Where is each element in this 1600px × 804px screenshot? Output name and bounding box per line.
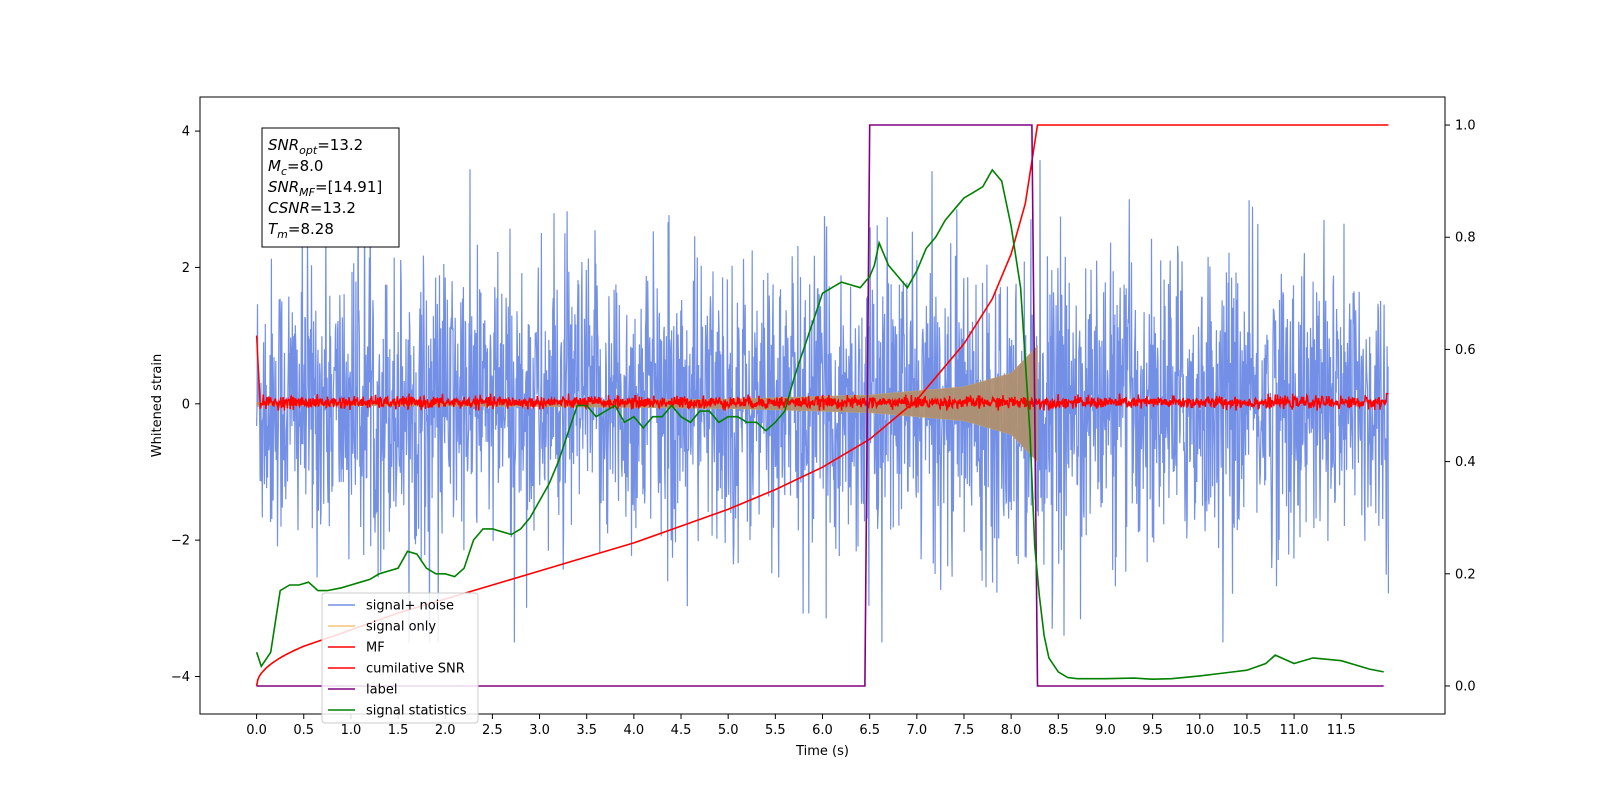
x-tick-label: 0.5 [293, 723, 314, 738]
annotation-line: Tm=8.28 [268, 220, 334, 241]
x-tick-label: 0.0 [246, 723, 267, 738]
x-tick-label: 2.5 [482, 723, 503, 738]
annotation-symbol: T [268, 220, 279, 238]
y2-tick-label: 0.0 [1455, 679, 1476, 694]
annotation-subscript: c [281, 165, 287, 178]
annotation-line: CSNR=13.2 [268, 199, 356, 217]
annotation-line: SNRopt=13.2 [268, 136, 363, 157]
y2-tick-label: 0.8 [1455, 231, 1476, 246]
annotation-symbol: SNR [268, 178, 299, 196]
axes: 0.0 0.5 1.0 1.5 2.0 2.5 3.0 3.5 4.0 4.5 5.0 5.5 6.0 6… [150, 96, 1476, 759]
legend-label: signal statistics [366, 704, 467, 719]
legend-label: cumilative SNR [366, 662, 465, 677]
y-tick-label: 2 [182, 261, 190, 276]
x-tick-label: 7.0 [906, 723, 927, 738]
y-tick-label: 0 [182, 397, 190, 412]
x-tick-label: 7.5 [954, 723, 975, 738]
x-tick-label: 2.0 [435, 723, 456, 738]
annotation-symbol: SNR [268, 136, 299, 154]
x-tick-label: 1.0 [341, 723, 362, 738]
x-tick-label: 4.5 [671, 723, 692, 738]
y-tick-label: 4 [182, 125, 190, 140]
annotation-subscript: m [277, 228, 288, 241]
x-tick-label: 10.0 [1185, 723, 1214, 738]
x-tick-label: 3.0 [529, 723, 550, 738]
legend: signal+ noise signal only MF cumilative SNR… [321, 592, 479, 724]
annotation-value: =8.0 [287, 157, 323, 175]
annotation-symbol: CSNR [268, 199, 310, 217]
annotation-frame [261, 127, 400, 248]
x-tick-label: 8.0 [1001, 723, 1022, 738]
y2-tick-label: 0.6 [1455, 343, 1476, 358]
legend-label: MF [366, 641, 385, 656]
annotation-value: =8.28 [288, 220, 334, 238]
x-tick-label: 1.5 [388, 723, 409, 738]
x-axis-label: Time (s) [795, 744, 849, 759]
series-signal-noise-line [256, 131, 1389, 643]
legend-label: signal only [366, 620, 436, 635]
annotation-line: SNRMF=[14.91] [268, 178, 382, 199]
series-mf-line [255, 335, 1389, 411]
series-cumilative-snr-line [255, 124, 1389, 687]
x-tick-label: 5.0 [718, 723, 739, 738]
annotation-value: =13.2 [317, 136, 363, 154]
x-tick-label: 4.0 [624, 723, 645, 738]
series-signal-statistics-line [255, 168, 1384, 681]
y2-tick-label: 1.0 [1455, 119, 1476, 134]
annotation-symbol: M [268, 157, 281, 175]
y-tick-label: −4 [171, 670, 190, 685]
annotation-subscript: opt [299, 144, 318, 157]
legend-label: label [366, 683, 397, 698]
series-label-line [256, 124, 1384, 687]
x-tick-label: 6.0 [812, 723, 833, 738]
x-tick-label: 3.5 [576, 723, 597, 738]
plot-area [255, 124, 1389, 687]
y2-tick-label: 0.4 [1455, 455, 1476, 470]
legend-frame [321, 592, 479, 724]
y-tick-label: −2 [171, 534, 190, 549]
annotation-subscript: MF [299, 186, 315, 199]
x-tick-label: 10.5 [1232, 723, 1261, 738]
y2-tick-label: 0.2 [1455, 567, 1476, 582]
annotation-line: Mc=8.0 [268, 157, 323, 178]
legend-label: signal+ noise [366, 599, 454, 614]
annotation-box: SNRopt=13.2Mc=8.0SNRMF=[14.91]CSNR=13.2T… [261, 127, 400, 248]
x-tick-label: 11.0 [1280, 723, 1309, 738]
x-tick-label: 11.5 [1327, 723, 1356, 738]
x-tick-label: 6.5 [859, 723, 880, 738]
x-tick-label: 8.5 [1048, 723, 1069, 738]
annotation-value: =[14.91] [315, 178, 382, 196]
x-tick-label: 9.0 [1095, 723, 1116, 738]
annotation-value: =13.2 [310, 199, 356, 217]
y-axis-label: Whitened strain [150, 354, 165, 457]
x-tick-label: 9.5 [1142, 723, 1163, 738]
x-tick-label: 5.5 [765, 723, 786, 738]
